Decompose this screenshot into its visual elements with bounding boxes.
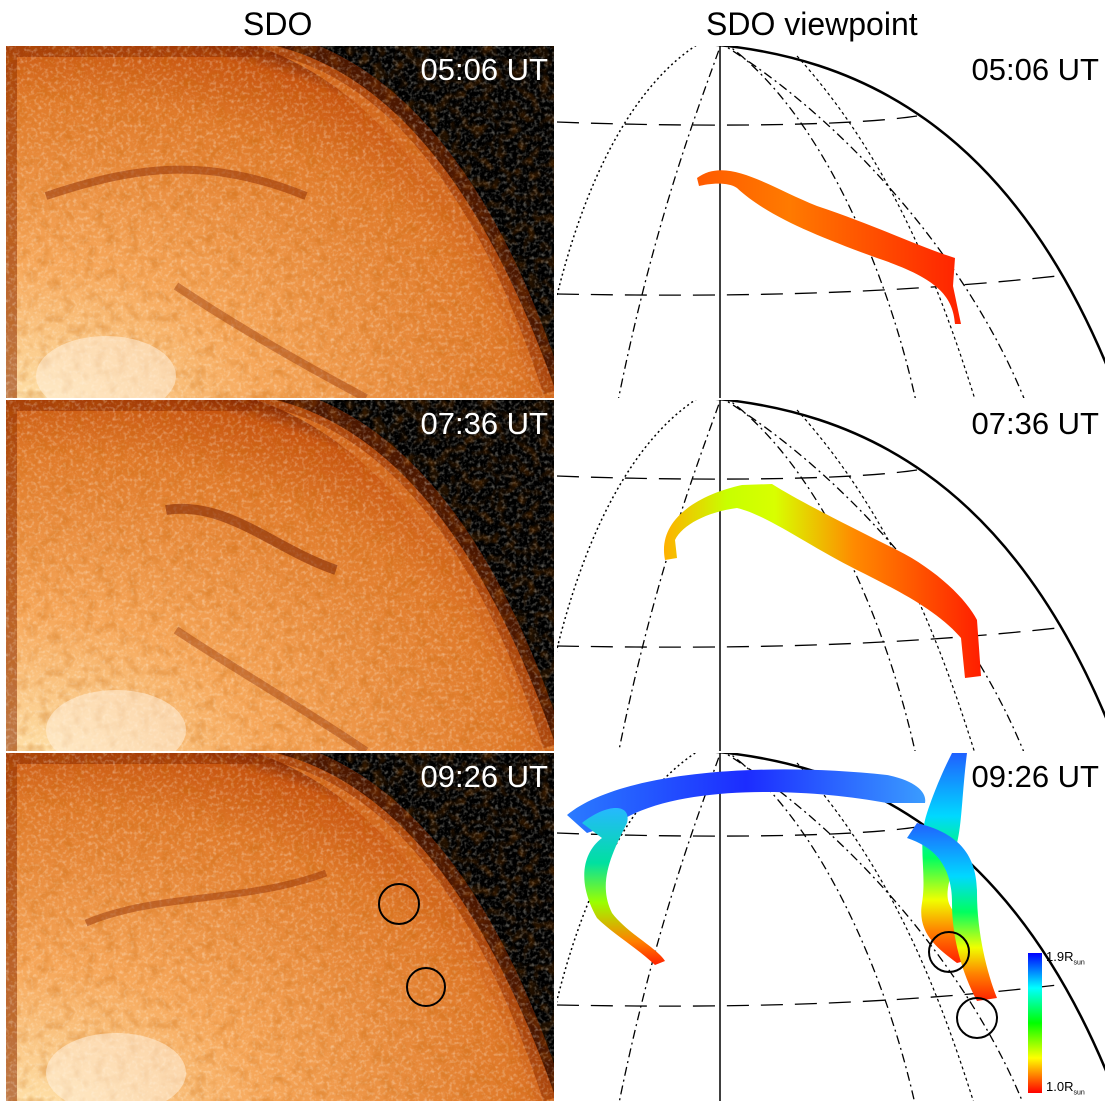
sdo-solar-limb-image <box>6 46 554 398</box>
model-panel-3: 09:26 UT 1.9Rsun 1.0Rsun <box>557 753 1105 1101</box>
model-graticule <box>557 46 1105 398</box>
sdo-timestamp: 05:06 UT <box>420 52 548 87</box>
model-graticule <box>557 753 1105 1101</box>
highlight-circle <box>928 931 970 973</box>
sdo-column-title: SDO <box>243 6 313 42</box>
highlight-circle <box>406 967 446 1007</box>
sdo-image-panel-2: 07:36 UT <box>6 400 554 751</box>
model-graticule <box>557 400 1105 751</box>
model-timestamp: 09:26 UT <box>971 759 1099 794</box>
radius-colorbar <box>1028 953 1042 1093</box>
sdo-viewpoint-column-title: SDO viewpoint <box>706 6 918 42</box>
model-panel-2: 07:36 UT <box>557 400 1105 751</box>
sdo-solar-limb-image <box>6 400 554 751</box>
sdo-timestamp: 07:36 UT <box>420 406 548 441</box>
colorbar-bottom-label: 1.0Rsun <box>1046 1079 1085 1097</box>
highlight-circle <box>378 883 420 925</box>
model-timestamp: 05:06 UT <box>971 52 1099 87</box>
highlight-circle <box>956 997 998 1039</box>
colorbar-top-label: 1.9Rsun <box>1046 949 1085 967</box>
sdo-timestamp: 09:26 UT <box>420 759 548 794</box>
model-panel-1: 05:06 UT <box>557 46 1105 398</box>
model-timestamp: 07:36 UT <box>971 406 1099 441</box>
sdo-image-panel-3: 09:26 UT <box>6 753 554 1101</box>
sdo-solar-limb-image <box>6 753 554 1101</box>
sdo-image-panel-1: 05:06 UT <box>6 46 554 398</box>
